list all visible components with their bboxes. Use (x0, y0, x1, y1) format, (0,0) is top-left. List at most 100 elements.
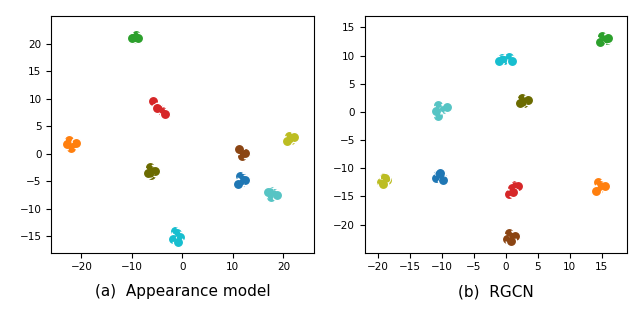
Point (173, 239, 184, 244)
Point (603, 35, 613, 40)
Point (129, 37, 140, 42)
Point (596, 33, 607, 39)
Point (379, 174, 389, 179)
Point (513, 184, 524, 189)
Point (596, 182, 607, 188)
Point (506, 239, 516, 244)
Point (172, 231, 182, 236)
Point (233, 181, 243, 187)
Point (237, 154, 247, 159)
Point (148, 99, 158, 104)
Point (62, 141, 72, 146)
Point (433, 171, 444, 177)
Point (515, 101, 525, 106)
Point (600, 36, 610, 41)
Point (263, 190, 273, 195)
Point (168, 237, 179, 242)
Point (438, 177, 448, 182)
Point (523, 97, 533, 102)
Point (596, 33, 607, 39)
Point (379, 174, 389, 179)
Point (504, 191, 514, 196)
Point (507, 185, 517, 191)
Point (170, 228, 180, 233)
Point (499, 58, 509, 63)
Point (266, 189, 276, 194)
Point (433, 114, 444, 119)
Point (504, 230, 514, 236)
Point (507, 59, 517, 64)
Point (145, 165, 155, 170)
Point (376, 180, 386, 185)
Point (146, 172, 156, 177)
Point (433, 171, 444, 177)
Point (518, 101, 529, 106)
Point (431, 176, 442, 181)
Point (150, 169, 160, 174)
Point (148, 99, 158, 104)
Point (236, 148, 246, 154)
Point (508, 189, 518, 194)
Point (68, 143, 79, 148)
Point (67, 145, 77, 151)
Point (71, 140, 81, 145)
Point (504, 54, 514, 59)
Point (241, 178, 251, 183)
Point (507, 233, 517, 238)
Point (148, 168, 158, 173)
Point (157, 108, 167, 113)
Point (380, 176, 390, 181)
Point (272, 192, 282, 198)
Point (516, 95, 527, 100)
Point (442, 105, 452, 110)
Point (602, 38, 612, 43)
Point (133, 36, 143, 41)
Point (233, 181, 243, 187)
Point (378, 181, 388, 187)
Point (600, 184, 610, 189)
Point (143, 170, 153, 176)
Point (127, 36, 137, 41)
Point (376, 180, 386, 185)
Point (502, 236, 512, 241)
Point (286, 137, 296, 143)
Point (236, 148, 246, 154)
Point (238, 151, 248, 156)
Text: (b)  RGCN: (b) RGCN (458, 284, 534, 299)
Point (506, 239, 516, 244)
Point (595, 39, 605, 44)
Point (234, 147, 244, 152)
Point (593, 180, 604, 185)
Point (595, 39, 605, 44)
Point (286, 137, 296, 143)
Point (502, 236, 512, 241)
Point (170, 228, 180, 233)
Point (504, 230, 514, 236)
Point (510, 182, 520, 188)
Point (378, 181, 388, 187)
Point (520, 98, 530, 103)
Point (263, 190, 273, 195)
Point (523, 97, 533, 102)
Point (168, 237, 179, 242)
Point (269, 191, 280, 196)
Point (507, 59, 517, 64)
Point (234, 147, 244, 152)
Point (602, 38, 612, 43)
Point (175, 235, 185, 240)
Point (438, 107, 448, 112)
Point (600, 36, 610, 41)
Point (266, 194, 276, 199)
Point (507, 233, 517, 238)
Point (64, 137, 74, 143)
Point (508, 189, 518, 194)
Point (600, 184, 610, 189)
Point (510, 182, 520, 188)
Point (520, 98, 530, 103)
Point (175, 235, 185, 240)
Point (146, 172, 156, 177)
Point (173, 239, 184, 244)
Point (128, 35, 138, 40)
Point (499, 58, 509, 63)
Point (591, 188, 602, 193)
